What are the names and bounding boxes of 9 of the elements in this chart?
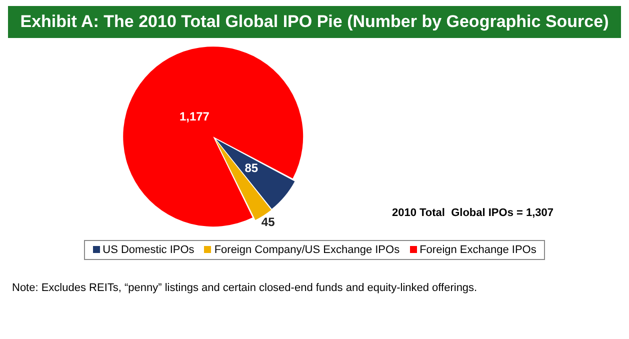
legend-label: Foreign Exchange IPOs <box>418 244 536 256</box>
data-label: 45 <box>261 214 276 229</box>
data-label: 85 <box>244 160 258 175</box>
text: 2010 Total Global IPOs = 1,307 <box>392 207 554 220</box>
text: Note: Excludes REITs, “penny” listings and certain closed-end funds and equity-linked offerings. <box>12 281 478 296</box>
chart-title: Exhibit A: The 2010 Total Global IPO Pie (Number by Geographic Source) <box>8 6 621 38</box>
legend-label: US Domestic IPOs <box>102 244 194 256</box>
data-label: 1,177 <box>179 110 210 124</box>
legend-label: Foreign Company/US Exchange IPOs <box>213 244 400 256</box>
